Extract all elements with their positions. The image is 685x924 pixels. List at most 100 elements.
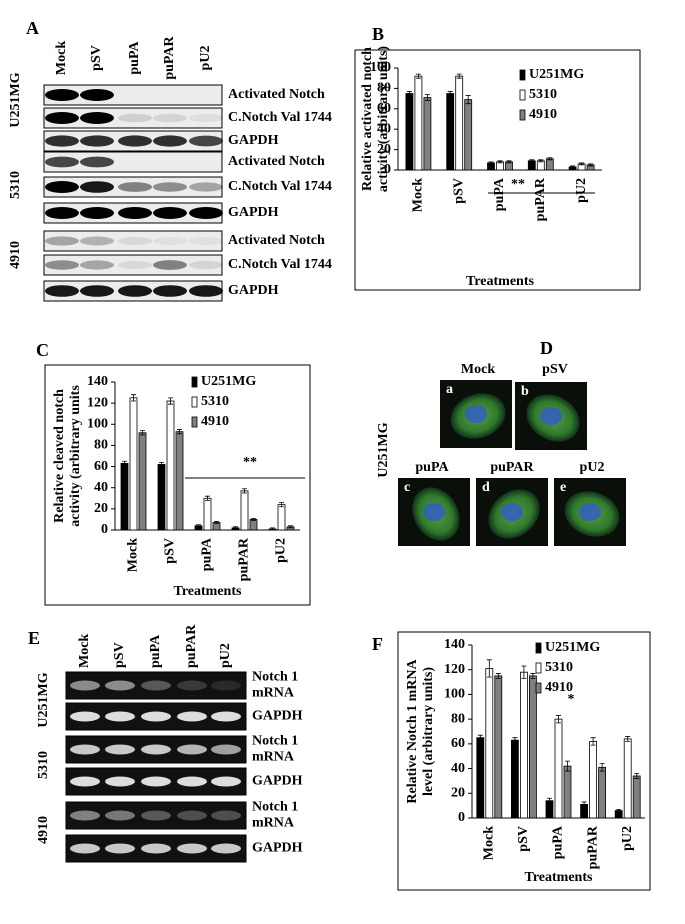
y-tick-label: 80 [451,711,465,726]
bar [632,775,641,819]
error-bar [556,715,561,724]
blot-band [118,135,152,147]
error-bar [279,502,284,508]
error-bar [233,526,238,530]
legend-swatch [191,376,198,388]
image-title: puPAR [490,460,534,475]
error-bar [634,773,640,779]
error-bar [625,736,631,742]
x-tick-label: puPAR [237,537,252,581]
error-bar [521,665,527,679]
blot-band [45,89,79,101]
lane-label: Mock [77,634,92,668]
blot-band [45,236,79,246]
nucleus [465,405,487,423]
bar [277,504,286,531]
blot-band [153,113,187,123]
gel-band [211,711,241,722]
bar [129,397,138,531]
annotation: * [568,692,575,707]
legend-swatch [519,69,526,81]
gel-band [211,680,241,691]
gel-row-label: GAPDH [252,774,303,789]
y-tick-label: 120 [87,395,108,410]
blot-strip [43,230,223,252]
panel-label: F [372,634,383,654]
y-tick-label: 40 [451,761,465,776]
panel-label: C [36,340,49,360]
gel-row-label: Notch 1 [252,670,298,685]
gel-band [177,744,207,755]
chart-frame [44,364,311,606]
chart-frame [397,631,651,891]
blot-band [80,236,114,246]
blot-band [189,207,223,219]
y-tick-label: 60 [377,101,391,116]
x-axis-label: Treatments [174,584,242,599]
error-bar [530,673,536,679]
cell-line-label: 5310 [8,171,23,199]
image-title: pSV [542,362,568,377]
bar [240,490,249,531]
bar [446,93,455,171]
cell-line-label: 4910 [8,241,23,269]
blot-band [189,260,223,270]
gel-band [177,843,207,854]
image-letter: d [482,480,490,495]
error-bar [506,160,512,164]
lane-label: pSV [112,642,127,668]
error-bar [140,430,145,436]
gel-band [177,810,207,821]
blot-row-label: Activated Notch [228,233,325,248]
blot-band [153,285,187,297]
legend-swatch [535,662,542,674]
bar [249,519,258,531]
y-axis-label: activity (arbitrary units [68,385,83,527]
y-axis-label: Relative cleaved notch [52,389,67,523]
bar [175,431,184,531]
bar [589,740,597,819]
legend-label: 4910 [201,414,229,429]
nucleus [540,407,562,425]
blot-band [45,260,79,270]
legend-label: U251MG [529,67,584,82]
bar [166,400,175,531]
error-bar [168,397,173,405]
gel-band [70,680,100,691]
blot-row-label: C.Notch Val 1744 [228,110,332,125]
bar [563,765,572,819]
error-bar [616,808,622,813]
bar [455,75,464,171]
y-tick-label: 0 [458,810,465,825]
error-bar [214,521,219,525]
nucleus [501,503,523,521]
error-bar [424,94,430,102]
bar [623,738,632,819]
lane-label: pU2 [198,46,213,71]
cell-line-label: U251MG [376,422,391,477]
blot-band [45,112,79,124]
gel-band [105,744,135,755]
gel-row-label: GAPDH [252,709,303,724]
panel-label: B [372,24,384,44]
y-tick-label: 20 [451,786,465,801]
gel-band [70,744,100,755]
error-bar [251,517,256,521]
legend-label: 4910 [529,107,557,122]
x-tick-label: pSV [451,178,466,204]
error-bar [581,801,587,808]
blot-row-label: GAPDH [228,283,279,298]
bar [138,432,147,531]
bar [494,675,503,819]
blot-strip [43,254,223,276]
error-bar [538,159,544,163]
gel-band [141,711,171,722]
legend-swatch [535,682,542,694]
bar [520,671,528,819]
error-bar [456,73,462,79]
blot-band [80,156,114,168]
error-bar [547,157,553,161]
y-tick-label: 140 [87,374,108,389]
bar [405,93,414,171]
x-tick-label: puPA [551,825,566,859]
